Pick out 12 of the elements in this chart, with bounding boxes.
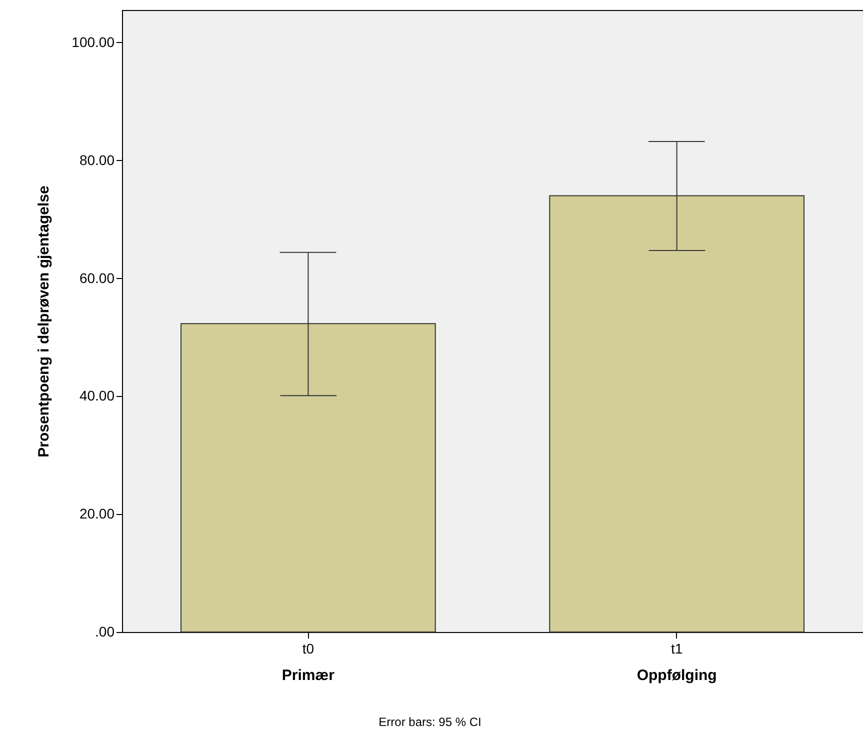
y-tick-label: 80.00 bbox=[79, 152, 115, 168]
text: Primær bbox=[282, 667, 335, 684]
y-tick-label: 60.00 bbox=[79, 270, 115, 286]
x-tick-label: t0 bbox=[302, 640, 314, 656]
y-axis-title: Prosentpoeng i delprøven gjentagelse bbox=[36, 186, 53, 458]
y-tick-label: 100.00 bbox=[72, 34, 115, 50]
text: Oppfølging bbox=[636, 667, 717, 684]
x-tick-label: t1 bbox=[670, 640, 683, 656]
y-tick-label: 20.00 bbox=[79, 506, 115, 522]
text: Error bars: 95 % CI bbox=[378, 715, 482, 729]
y-tick-label: 40.00 bbox=[79, 388, 115, 404]
y-tick-label: .00 bbox=[95, 624, 115, 640]
